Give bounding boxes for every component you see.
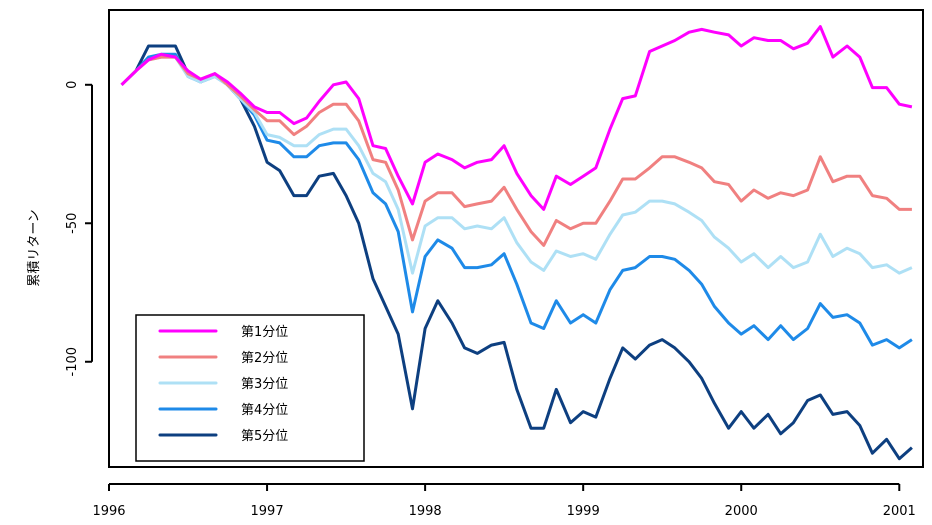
legend-label-2: 第2分位	[241, 351, 288, 366]
x-tick-label: 1998	[409, 504, 442, 519]
series-line-5	[120, 44, 913, 461]
legend: 第1分位 第2分位 第3分位 第4分位 第5分位	[135, 314, 365, 462]
x-tick-label: 2001	[883, 504, 916, 519]
y-tick-label: -50	[65, 213, 80, 234]
series-line-2	[120, 55, 912, 247]
x-tick-label: 1996	[92, 504, 125, 519]
legend-label-4: 第4分位	[241, 403, 288, 418]
y-axis: 0 -50 -100	[65, 81, 93, 377]
plot-frame	[108, 9, 924, 468]
legend-label-5: 第5分位	[241, 429, 288, 444]
y-tick-label: -100	[65, 347, 80, 377]
legend-label-1: 第1分位	[241, 325, 288, 340]
x-axis: 1996 1997 1998 1999 2000 2001	[92, 483, 916, 519]
legend-box	[135, 314, 365, 462]
x-tick-label: 1997	[251, 504, 284, 519]
legend-label-3: 第3分位	[241, 377, 288, 392]
y-axis-title: 累積リターン	[27, 209, 42, 286]
x-tick-label: 1999	[567, 504, 600, 519]
series-line-3	[120, 55, 913, 275]
series-lines	[120, 25, 913, 461]
series-line-1	[120, 25, 913, 211]
x-tick-label: 2000	[725, 504, 758, 519]
y-tick-label: 0	[65, 81, 80, 89]
